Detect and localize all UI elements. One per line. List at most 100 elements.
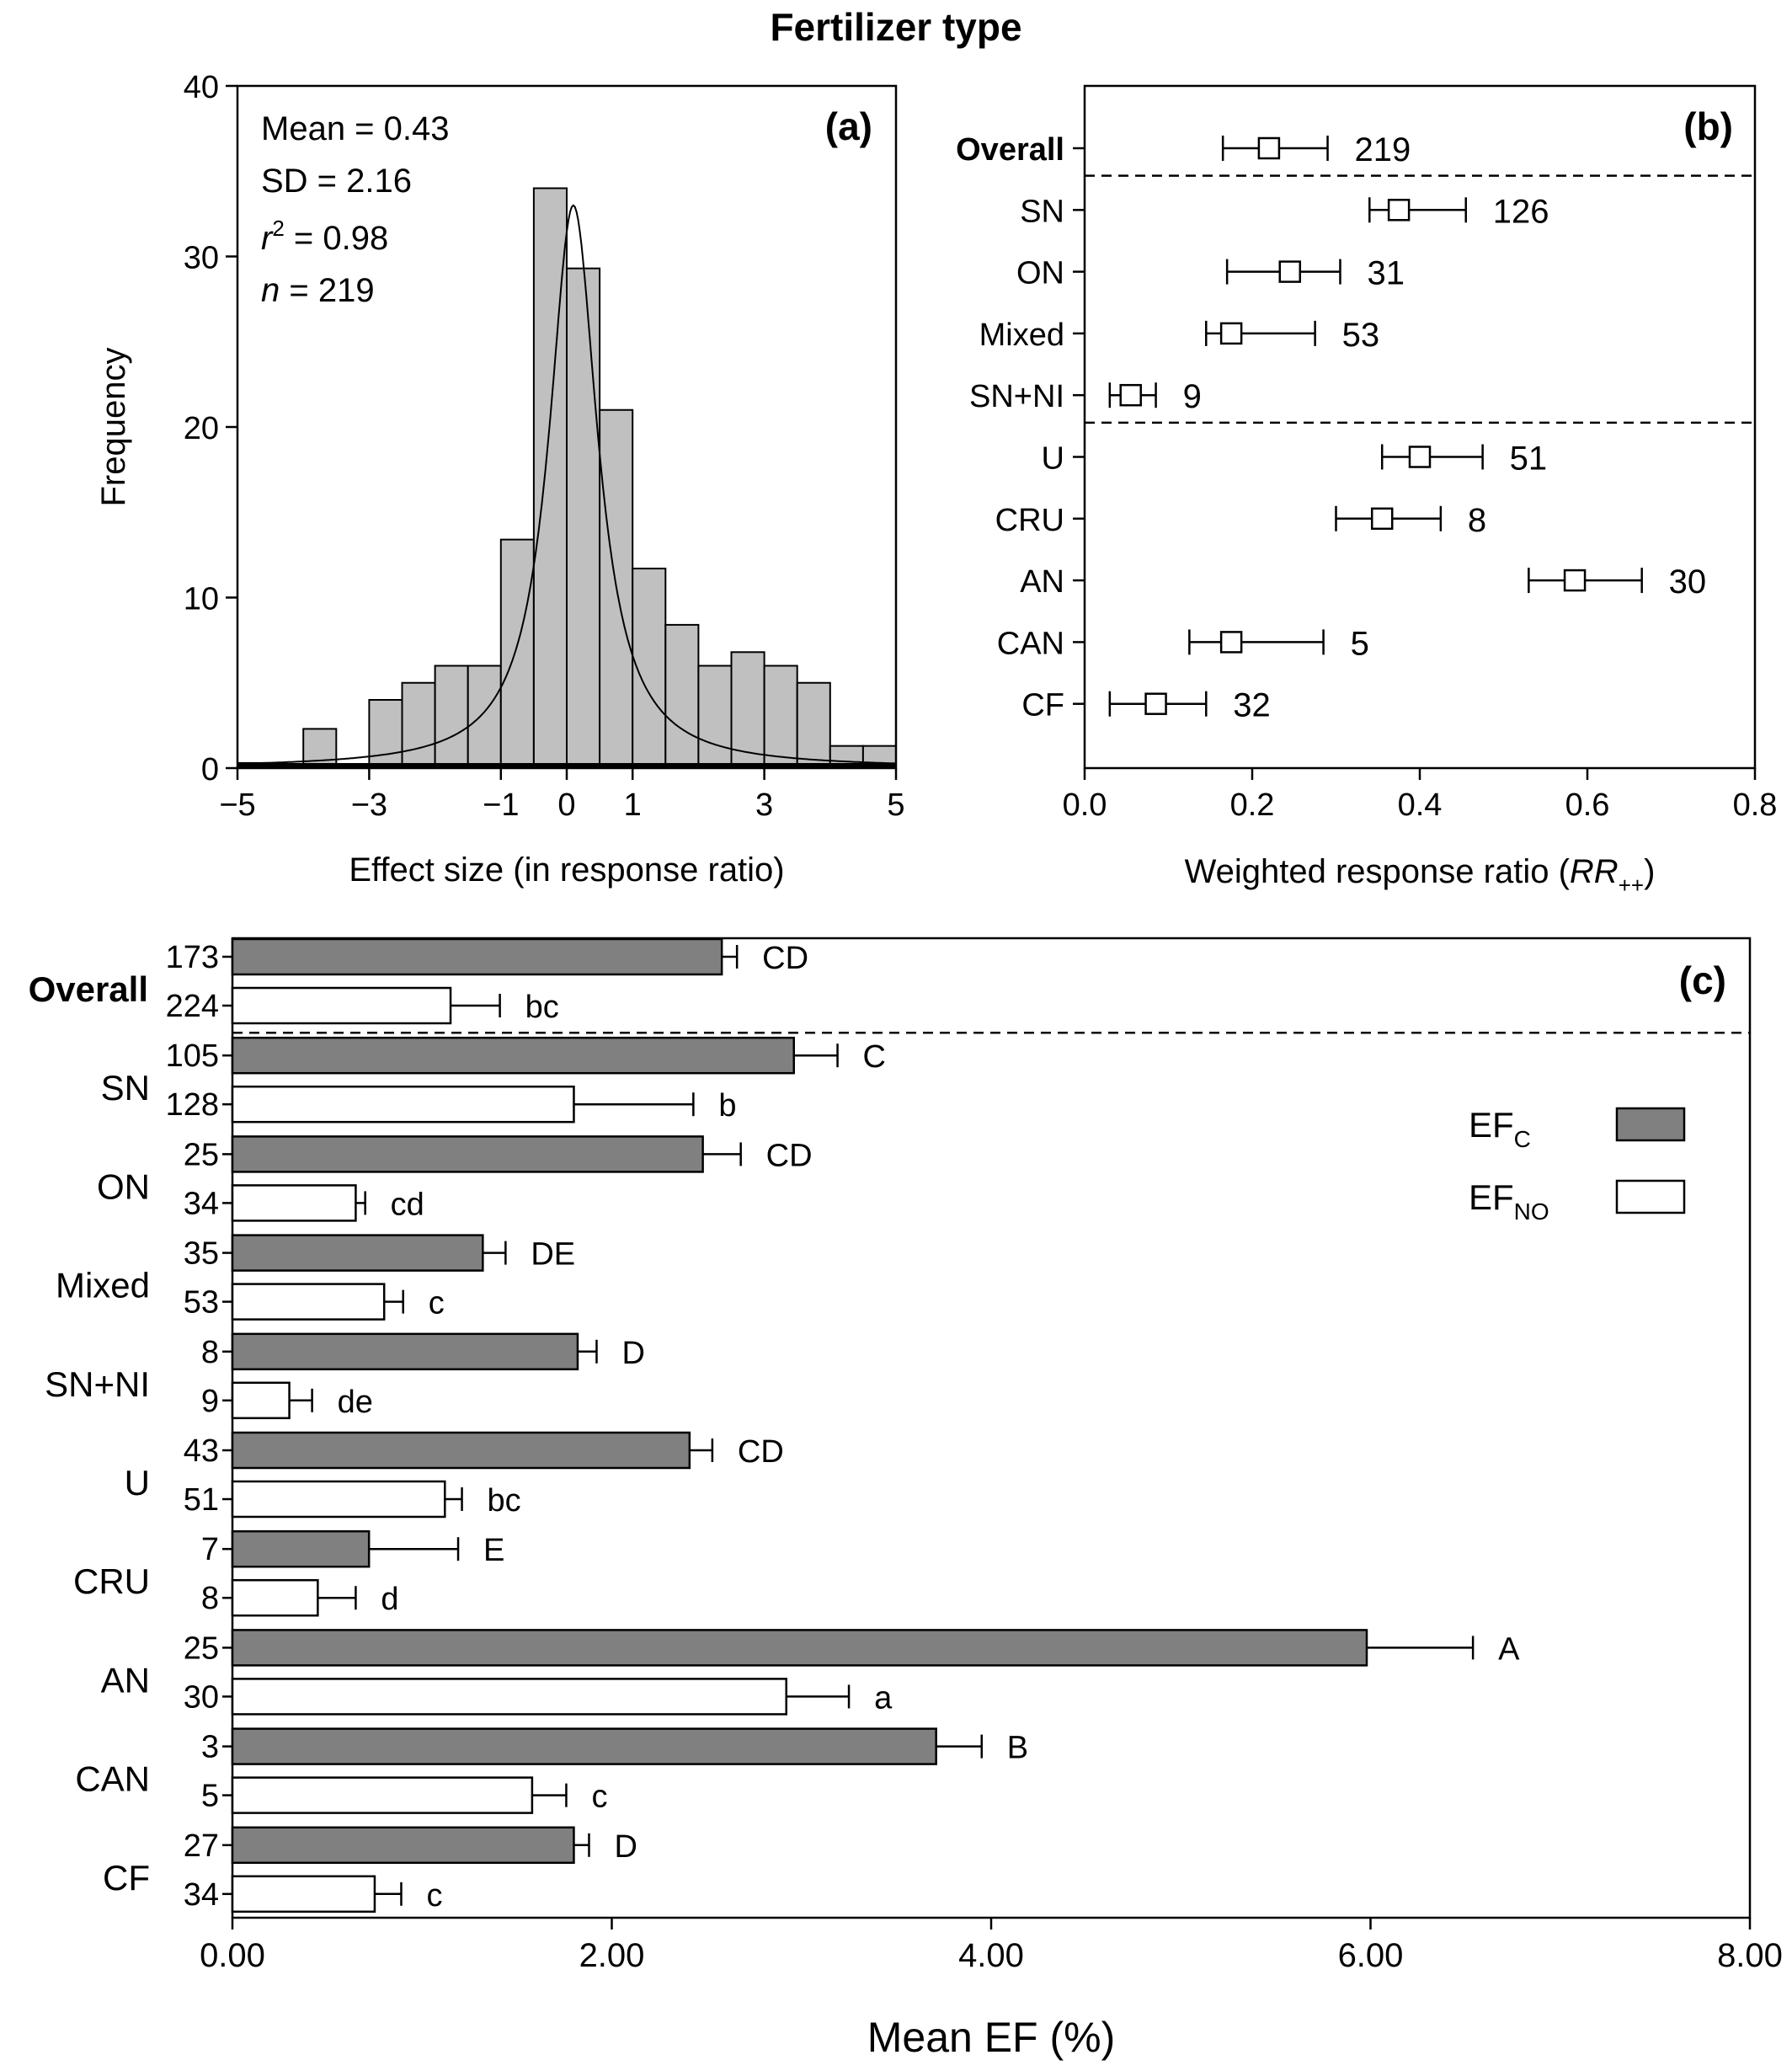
sample-size-label: 35 [184, 1236, 219, 1272]
ef-c-bar [231, 937, 723, 976]
stat-r2: r2 = 0.98 [261, 216, 388, 257]
x-axis-label-symbol: RR [1570, 853, 1619, 890]
legend-label-text: EF [1469, 1105, 1514, 1145]
ef-no-bar [231, 1283, 386, 1321]
ef-c-bar [231, 1629, 1368, 1667]
x-axis-label: Effect size (in response ratio) [349, 851, 784, 889]
mean-marker [1219, 322, 1243, 345]
mean-marker [1563, 568, 1587, 592]
x-axis-label-close: ) [1644, 853, 1655, 890]
stat-r2-symbol: r [261, 220, 274, 257]
significance-letter: c [426, 1878, 442, 1914]
category-label: Mixed [56, 1266, 150, 1305]
ef-c-bar [231, 1529, 371, 1568]
x-tick-label: −1 [483, 787, 519, 823]
sample-size-label: 27 [184, 1828, 219, 1864]
figure-title: Fertilizer type [770, 5, 1021, 49]
category-label: Overall [29, 969, 148, 1009]
category-label: AN [1020, 564, 1064, 600]
ef-no-bar [231, 1381, 291, 1420]
category-label: ON [97, 1166, 150, 1206]
category-label: CRU [995, 503, 1064, 538]
category-label: CF [103, 1858, 150, 1898]
category-label: CAN [75, 1759, 150, 1799]
mean-marker [1408, 446, 1432, 468]
sample-size-label: 5 [201, 1779, 219, 1814]
stat-n: n = 219 [261, 272, 375, 309]
significance-letter: c [429, 1286, 445, 1321]
mean-marker [1119, 383, 1142, 407]
significance-letter: E [483, 1533, 504, 1568]
x-tick-label: 6.00 [1338, 1937, 1404, 1974]
x-tick-label: 3 [755, 787, 773, 823]
significance-letter: C [863, 1039, 886, 1075]
sample-size-label: 5 [1351, 625, 1369, 662]
x-tick-label: 0 [557, 787, 575, 823]
ef-no-bar [231, 1184, 357, 1222]
category-label: Overall [956, 132, 1064, 168]
y-tick-label: 30 [184, 241, 219, 276]
significance-letter: c [591, 1780, 607, 1815]
histogram-bar [697, 665, 733, 769]
category-label: ON [1016, 256, 1064, 291]
x-tick-label: −5 [219, 787, 255, 823]
y-tick-label: 0 [201, 752, 219, 787]
y-tick-label: 40 [184, 70, 219, 105]
x-tick-label: 0.6 [1565, 787, 1610, 823]
category-label: U [125, 1463, 150, 1503]
sample-size-label: 7 [201, 1532, 219, 1567]
histogram-bar [467, 665, 502, 769]
legend-label-subscript: NO [1514, 1198, 1549, 1225]
forest-plot-panel-b: Overall 219 SN 126 ON 31 Mixed 53 SN+NI 9 U 51 CRU 8 A… [956, 84, 1777, 898]
sample-size-label: 8 [201, 1335, 219, 1370]
x-tick-label: 0.4 [1398, 787, 1443, 823]
histogram-bar [401, 681, 436, 769]
y-tick-label: 20 [184, 411, 219, 446]
significance-letter: a [874, 1680, 893, 1716]
ef-c-bar [231, 1234, 484, 1272]
stat-mean: Mean = 0.43 [261, 110, 450, 147]
plot-frame [231, 937, 1752, 1919]
histogram-bar [434, 665, 469, 769]
histogram-bar [499, 538, 535, 770]
ef-no-bar [231, 1578, 319, 1617]
panel-label: (b) [1683, 104, 1733, 148]
sample-size-label: 43 [184, 1433, 219, 1469]
sample-size-label: 219 [1355, 131, 1411, 168]
sample-size-label: 53 [1342, 317, 1380, 354]
histogram-bar [763, 665, 798, 769]
significance-letter: CD [766, 1138, 813, 1173]
significance-letter: b [718, 1088, 736, 1124]
significance-letter: CD [762, 941, 808, 976]
ef-no-bar [231, 1875, 376, 1914]
x-tick-label: 0.0 [1063, 787, 1107, 823]
significance-letter: D [621, 1336, 644, 1371]
significance-letter: B [1007, 1731, 1028, 1766]
sample-size-label: 173 [166, 940, 219, 975]
ef-c-bar [231, 1135, 704, 1173]
ef-no-bar [231, 986, 452, 1025]
mean-marker [1144, 692, 1167, 715]
x-tick-label: 5 [887, 787, 904, 823]
histogram-bar [664, 623, 700, 770]
category-label: SN+NI [969, 379, 1064, 414]
category-label: Mixed [979, 318, 1064, 353]
sample-size-label: 32 [1233, 687, 1271, 724]
x-tick-label: 4.00 [958, 1937, 1024, 1974]
x-tick-label: 0.2 [1230, 787, 1275, 823]
histogram-panel-a: 0 10 20 30 40 −5 −3 −1 0 1 3 5 Effect size (in respo… [95, 70, 905, 889]
significance-letter: A [1498, 1631, 1520, 1667]
panel-label: (a) [825, 104, 872, 148]
sample-size-label: 25 [184, 1137, 219, 1172]
significance-letter: CD [738, 1434, 784, 1470]
x-axis-label: Mean EF (%) [867, 2014, 1116, 2061]
x-axis-label-text: Weighted response ratio ( [1185, 853, 1571, 890]
category-label: U [1042, 441, 1064, 477]
x-axis-label: Weighted response ratio (RR++) [1185, 853, 1656, 898]
ef-no-bar [231, 1480, 446, 1519]
mean-marker [1257, 136, 1281, 160]
histogram-bar [796, 681, 831, 769]
x-axis-label-subscript: ++ [1619, 873, 1644, 898]
legend-label-subscript: C [1514, 1126, 1531, 1152]
